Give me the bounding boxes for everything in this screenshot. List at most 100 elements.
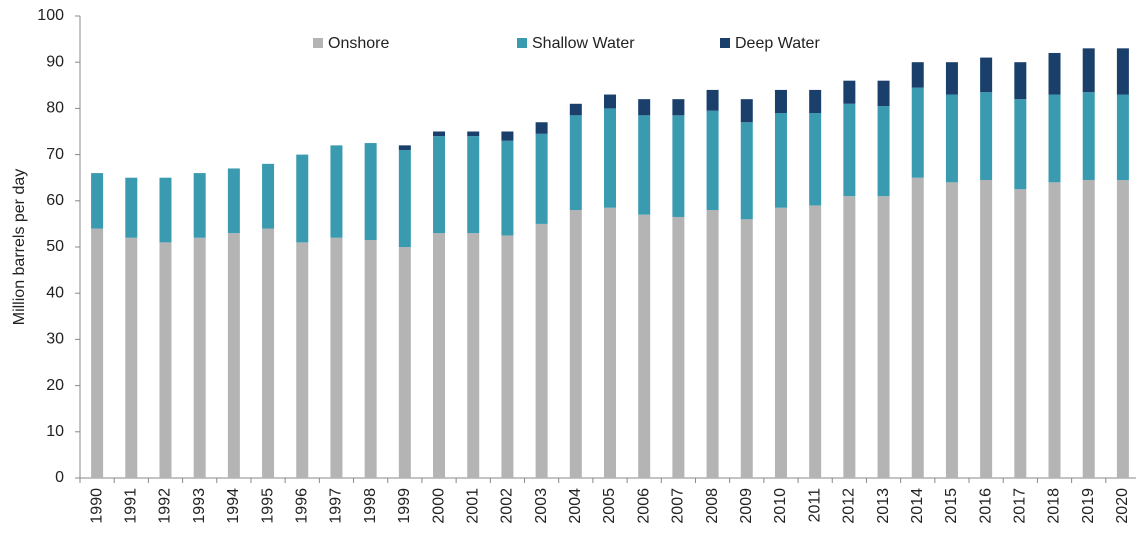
bar-segment	[330, 237, 343, 478]
bar-segment	[911, 62, 924, 88]
bar-segment	[877, 196, 890, 478]
bar-segment	[433, 131, 446, 137]
x-tick-label: 2006	[635, 488, 652, 524]
bar-segment	[1082, 180, 1095, 478]
bar-segment	[774, 89, 787, 114]
bar-segment	[740, 219, 753, 478]
x-tick-label: 2020	[1114, 488, 1131, 524]
bar-segment	[467, 131, 480, 137]
x-tick-label: 2013	[875, 488, 892, 524]
x-tick-label: 1996	[293, 488, 310, 524]
bar-segment	[501, 131, 514, 141]
x-tick-label: 2016	[977, 488, 994, 524]
bar-segment	[706, 89, 719, 111]
bar-segment	[809, 89, 822, 114]
legend-label: Onshore	[328, 35, 389, 52]
bar-segment	[193, 173, 206, 238]
x-tick-label: 2019	[1080, 488, 1097, 524]
bar-segment	[262, 163, 275, 229]
bar-segment	[501, 235, 514, 478]
x-tick-label: 2005	[601, 488, 618, 524]
bar-segment	[569, 103, 582, 116]
x-tick-label: 2014	[909, 488, 926, 524]
bar-segment	[911, 177, 924, 478]
bar-segment	[296, 154, 309, 243]
bar-segment	[398, 149, 411, 247]
bar-segment	[706, 210, 719, 479]
bar-segment	[398, 247, 411, 478]
bar-segment	[877, 80, 890, 107]
bar-segment	[535, 223, 548, 478]
x-tick-label: 2017	[1012, 488, 1029, 524]
y-tick-label: 0	[55, 469, 64, 486]
x-tick-label: 2001	[464, 488, 481, 524]
y-tick-label: 100	[37, 7, 64, 24]
bar-segment	[1116, 94, 1129, 181]
x-tick-label: 2010	[772, 488, 789, 524]
x-tick-label: 1991	[123, 488, 140, 524]
bar-segment	[1048, 94, 1061, 183]
bar-segment	[809, 113, 822, 206]
bar-segment	[398, 145, 411, 150]
bar-segment	[535, 122, 548, 134]
bar-segment	[604, 94, 616, 109]
legend-label: Shallow Water	[532, 35, 635, 52]
bar-segment	[1014, 62, 1027, 100]
x-tick-label: 2000	[430, 488, 447, 524]
legend-marker	[720, 38, 730, 48]
bar-segment	[774, 207, 787, 479]
bar-segment	[740, 99, 753, 123]
bar-segment	[1014, 189, 1027, 478]
x-tick-label: 2009	[738, 488, 755, 524]
x-tick-label: 1999	[396, 488, 413, 524]
bar-segment	[1116, 48, 1129, 95]
bar-segment	[296, 242, 309, 478]
bar-segment	[774, 113, 787, 208]
x-tick-label: 1990	[88, 488, 105, 524]
bar-segment	[364, 143, 377, 241]
bar-segment	[467, 136, 480, 234]
bar-segment	[91, 228, 104, 478]
x-tick-label: 2007	[670, 488, 687, 524]
y-tick-label: 60	[46, 192, 64, 209]
x-tick-label: 2008	[704, 488, 721, 524]
bar-segment	[706, 110, 719, 211]
bar-segment	[672, 216, 685, 478]
bar-segment	[125, 177, 138, 238]
bar-segment	[980, 180, 993, 478]
y-axis-title: Million barrels per day	[11, 169, 28, 326]
y-tick-label: 70	[46, 146, 64, 163]
bar-segment	[227, 168, 240, 234]
bar-segment	[433, 233, 446, 478]
bar-segment	[843, 80, 856, 104]
bar-segment	[569, 210, 582, 479]
bar-segment	[364, 240, 377, 478]
x-tick-label: 1992	[157, 488, 174, 524]
bar-segment	[91, 173, 104, 229]
bar-segment	[740, 122, 753, 220]
y-tick-label: 20	[46, 377, 64, 394]
bar-segment	[1116, 180, 1129, 478]
bar-segment	[980, 92, 993, 181]
x-tick-label: 1995	[259, 488, 276, 524]
bar-segment	[672, 115, 685, 217]
x-tick-label: 1994	[225, 488, 242, 524]
bar-segment	[193, 237, 206, 478]
legend-marker	[517, 38, 527, 48]
y-tick-label: 50	[46, 238, 64, 255]
x-tick-label: 2004	[567, 488, 584, 524]
y-tick-label: 80	[46, 100, 64, 117]
x-tick-label: 1993	[191, 488, 208, 524]
bar-segment	[945, 94, 958, 183]
bar-segment	[159, 177, 172, 243]
x-tick-label: 2002	[499, 488, 516, 524]
bar-segment	[501, 140, 514, 236]
bar-segment	[672, 99, 685, 116]
bar-segment	[125, 237, 138, 478]
bar-segment	[1082, 48, 1095, 93]
x-tick-label: 2018	[1046, 488, 1063, 524]
bar-segment	[911, 87, 924, 178]
x-tick-label: 2015	[943, 488, 960, 524]
bar-segment	[843, 103, 856, 197]
